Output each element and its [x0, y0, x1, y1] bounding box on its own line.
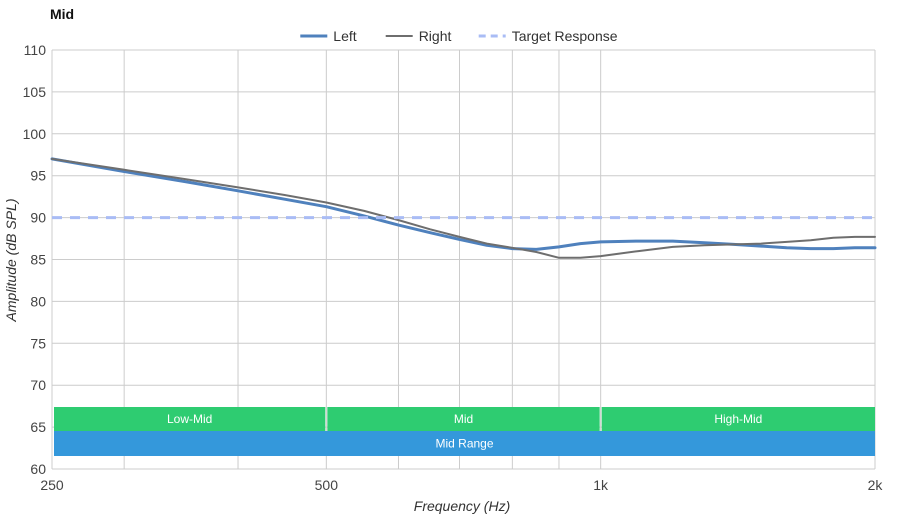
y-tick-label: 105: [23, 84, 47, 100]
y-tick-label: 85: [30, 252, 46, 268]
legend-label: Left: [333, 28, 356, 44]
band-high-mid: High-Mid: [601, 407, 875, 431]
band-rect: [54, 407, 326, 431]
x-tick-label: 1k: [593, 477, 609, 493]
y-tick-label: 65: [30, 419, 46, 435]
legend-item-left[interactable]: Left: [300, 28, 357, 44]
x-axis-label: Frequency (Hz): [414, 498, 510, 514]
y-tick-label: 80: [30, 293, 46, 309]
legend-item-right[interactable]: Right: [385, 28, 452, 44]
band-label: Mid Range: [435, 437, 493, 451]
y-tick-label: 100: [23, 126, 47, 142]
band-rect: [327, 407, 600, 431]
band-rect: [54, 431, 875, 456]
y-tick-label: 70: [30, 377, 46, 393]
axis-ticks: 60 65 70 75 80 85 90 95 100 105 110 250 500 1k 2k: [23, 42, 884, 493]
legend: Left Right Target Response: [300, 28, 618, 44]
legend-label: Right: [419, 28, 452, 44]
y-tick-label: 75: [30, 335, 46, 351]
x-tick-label: 250: [40, 477, 64, 493]
y-axis-label: Amplitude (dB SPL): [3, 199, 19, 323]
y-tick-label: 90: [30, 210, 46, 226]
grid: [51, 49, 876, 470]
series-right: [51, 157, 876, 259]
band-label: Mid: [454, 412, 473, 426]
y-tick-label: 95: [30, 168, 46, 184]
series-left: [50, 157, 877, 251]
x-tick-label: 500: [315, 477, 339, 493]
band-mid: Mid: [327, 407, 600, 431]
y-tick-label: 60: [30, 461, 46, 477]
x-tick-label: 2k: [868, 477, 884, 493]
chart-title: Mid: [50, 6, 74, 22]
band-low-mid: Low-Mid: [54, 407, 326, 431]
series-lines: [50, 157, 877, 259]
y-tick-label: 110: [24, 42, 47, 58]
band-label: High-Mid: [714, 412, 762, 426]
band-mid-range: Mid Range: [54, 431, 875, 456]
band-rect: [601, 407, 875, 431]
legend-label: Target Response: [512, 28, 618, 44]
frequency-bands: Low-Mid Mid High-Mid Mid Range: [54, 407, 875, 456]
legend-item-target-response[interactable]: Target Response: [478, 28, 618, 44]
band-label: Low-Mid: [167, 412, 212, 426]
